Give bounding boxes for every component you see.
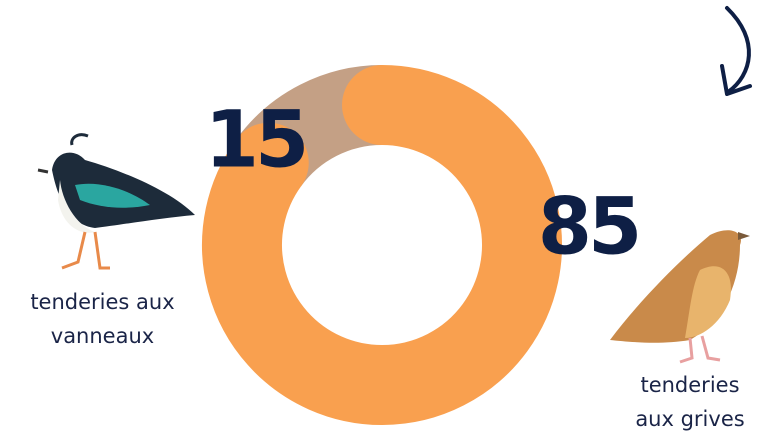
value-label: 85: [538, 182, 639, 272]
arrow-head: [720, 64, 752, 96]
arrow: [725, 6, 751, 94]
donut-slice: [202, 65, 562, 425]
thrush-illustration: [610, 230, 750, 364]
category-label: tenderies aux grives: [635, 373, 745, 431]
lapwing-illustration: [37, 133, 195, 270]
value-label: 15: [205, 95, 306, 185]
category-label: tenderies aux vanneaux: [30, 290, 175, 348]
